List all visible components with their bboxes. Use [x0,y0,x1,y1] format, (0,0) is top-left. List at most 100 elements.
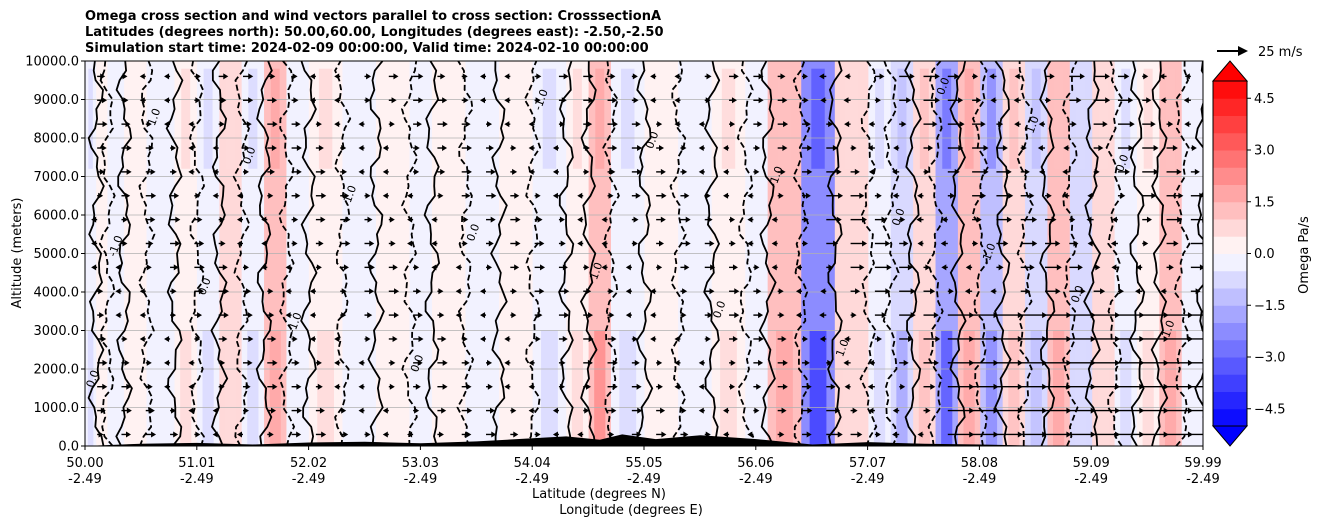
omega-cell-low [317,330,335,446]
wind-vector-head [674,359,680,366]
wind-vector [631,359,640,366]
omega-cell-low [1053,330,1065,446]
wind-vector [364,97,371,104]
wind-vector-head [151,192,157,199]
wind-vector-head [243,264,249,271]
wind-vector-head [511,407,517,414]
wind-vector [850,216,867,223]
wind-vector-head [91,264,97,271]
wind-vector-head [1151,192,1157,199]
wind-vector [242,121,252,128]
wind-vector [826,264,834,271]
wind-vector-head [1118,288,1124,295]
wind-vector-head [907,264,913,271]
wind-vector-head [272,359,278,366]
wind-vector-head [512,168,518,175]
wind-vector-head [431,216,437,223]
wind-vector-head [528,407,534,414]
wind-vector [947,359,975,366]
contour-line [1061,61,1079,446]
wind-vector [1142,145,1159,152]
wind-vector [437,288,444,295]
wind-vector [874,312,887,319]
wind-vector-head [122,335,128,342]
wind-vector-head [416,121,422,128]
wind-vector [334,335,341,342]
wind-vector-head [758,359,764,366]
wind-vector [388,312,399,319]
wind-vector-head [223,312,229,319]
wind-vector [121,192,131,199]
wind-vector-head [875,431,881,438]
wind-vector [291,359,300,366]
wind-vector [139,335,146,342]
wind-vector-head [756,288,762,295]
omega-cell-low [1097,330,1109,446]
wind-vector [170,407,177,414]
wind-vector [437,168,446,175]
wind-vector-head [417,359,423,366]
omega-cell-high [875,68,885,169]
contour-line [881,61,900,446]
wind-vector [236,431,243,438]
wind-vector [139,97,146,104]
wind-vector-head [1062,192,1068,199]
wind-vector [486,407,496,414]
wind-vector [1069,335,1096,342]
wind-vector [1014,73,1021,80]
wind-vector [656,264,663,271]
wind-vector-head [296,431,302,438]
wind-vector [892,407,900,414]
wind-vector [267,383,278,390]
wind-vector-head [341,407,347,414]
wind-vector [510,168,518,175]
wind-vector [607,312,615,319]
wind-vector [1117,383,1145,390]
wind-vector [97,121,108,128]
wind-vector-head [634,359,640,366]
omega-cell-high [572,68,582,169]
wind-vector-head [442,145,448,152]
wind-vector-head [1173,240,1179,247]
wind-vector-head [1021,145,1027,152]
wind-vector [899,312,916,319]
wind-vector [996,359,1023,366]
omega-cell-high [1121,68,1131,169]
wind-vector [486,240,494,247]
wind-vector-head [150,168,156,175]
wind-vector-head [925,407,931,414]
wind-vector [558,312,570,319]
wind-vector [461,97,469,104]
wind-vector-head [803,97,809,104]
wind-vector [795,288,802,295]
wind-vector-head [1090,383,1096,390]
wind-vector [1142,121,1156,128]
wind-vector [413,73,424,80]
wind-vector [1069,383,1096,390]
colorbar-segment [1213,270,1247,289]
wind-vector-head [417,312,423,319]
wind-vector-head [587,312,593,319]
wind-vector-head [480,288,486,295]
wind-vector [1190,386,1203,388]
wind-vector [91,240,98,247]
wind-vector-head [393,312,399,319]
wind-vector [972,216,982,223]
wind-vector-head [317,383,323,390]
wind-vector-head [723,192,729,199]
wind-vector [534,312,543,319]
wind-vector [1093,383,1121,390]
wind-vector [1045,431,1072,438]
wind-vector [1166,312,1193,319]
wind-vector [899,288,916,295]
y-tick-label: 2000.0 [34,363,80,378]
wind-vector [164,335,171,342]
wind-vector [753,264,760,271]
wind-vector [801,335,808,342]
wind-vector [388,240,396,247]
y-axis-label: Altitude (meters) [10,198,25,309]
wind-vector [923,312,939,319]
wind-vector [1142,97,1152,104]
wind-vector-head [1163,335,1169,342]
wind-vector-head [358,168,364,175]
